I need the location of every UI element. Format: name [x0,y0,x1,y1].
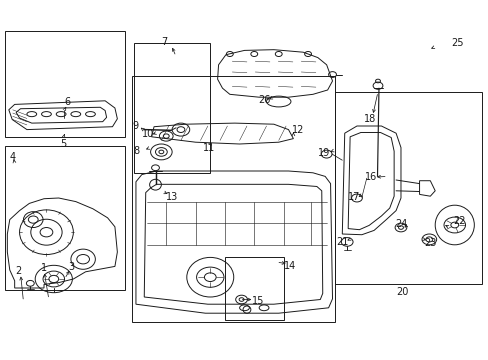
Text: 26: 26 [257,95,270,105]
Text: 24: 24 [394,219,407,229]
Text: 8: 8 [134,146,140,156]
Text: 17: 17 [347,192,360,202]
Bar [5,31,124,137]
Text: 2: 2 [16,266,21,276]
Text: 12: 12 [291,125,304,135]
Text: 7: 7 [161,37,166,47]
Text: 25: 25 [450,38,463,48]
Text: 18: 18 [363,114,376,124]
Text: 19: 19 [317,148,330,158]
Text: 11: 11 [203,143,215,153]
Text: 22: 22 [452,216,465,226]
Bar [224,257,283,320]
Bar [132,76,334,322]
Text: 3: 3 [68,262,74,272]
Text: 10: 10 [142,129,154,139]
Text: 6: 6 [64,96,70,107]
Text: 20: 20 [395,287,407,297]
Text: 4: 4 [9,152,15,162]
Text: 15: 15 [251,296,264,306]
Text: 13: 13 [165,192,178,202]
Text: 9: 9 [132,121,138,131]
Bar [134,43,210,173]
Text: 14: 14 [283,261,296,271]
Text: 23: 23 [424,238,436,248]
Text: 16: 16 [364,172,376,183]
Bar [334,92,481,284]
Text: 5: 5 [61,139,66,149]
Text: 21: 21 [335,237,348,247]
Bar [5,146,124,290]
Text: 1: 1 [41,263,47,273]
